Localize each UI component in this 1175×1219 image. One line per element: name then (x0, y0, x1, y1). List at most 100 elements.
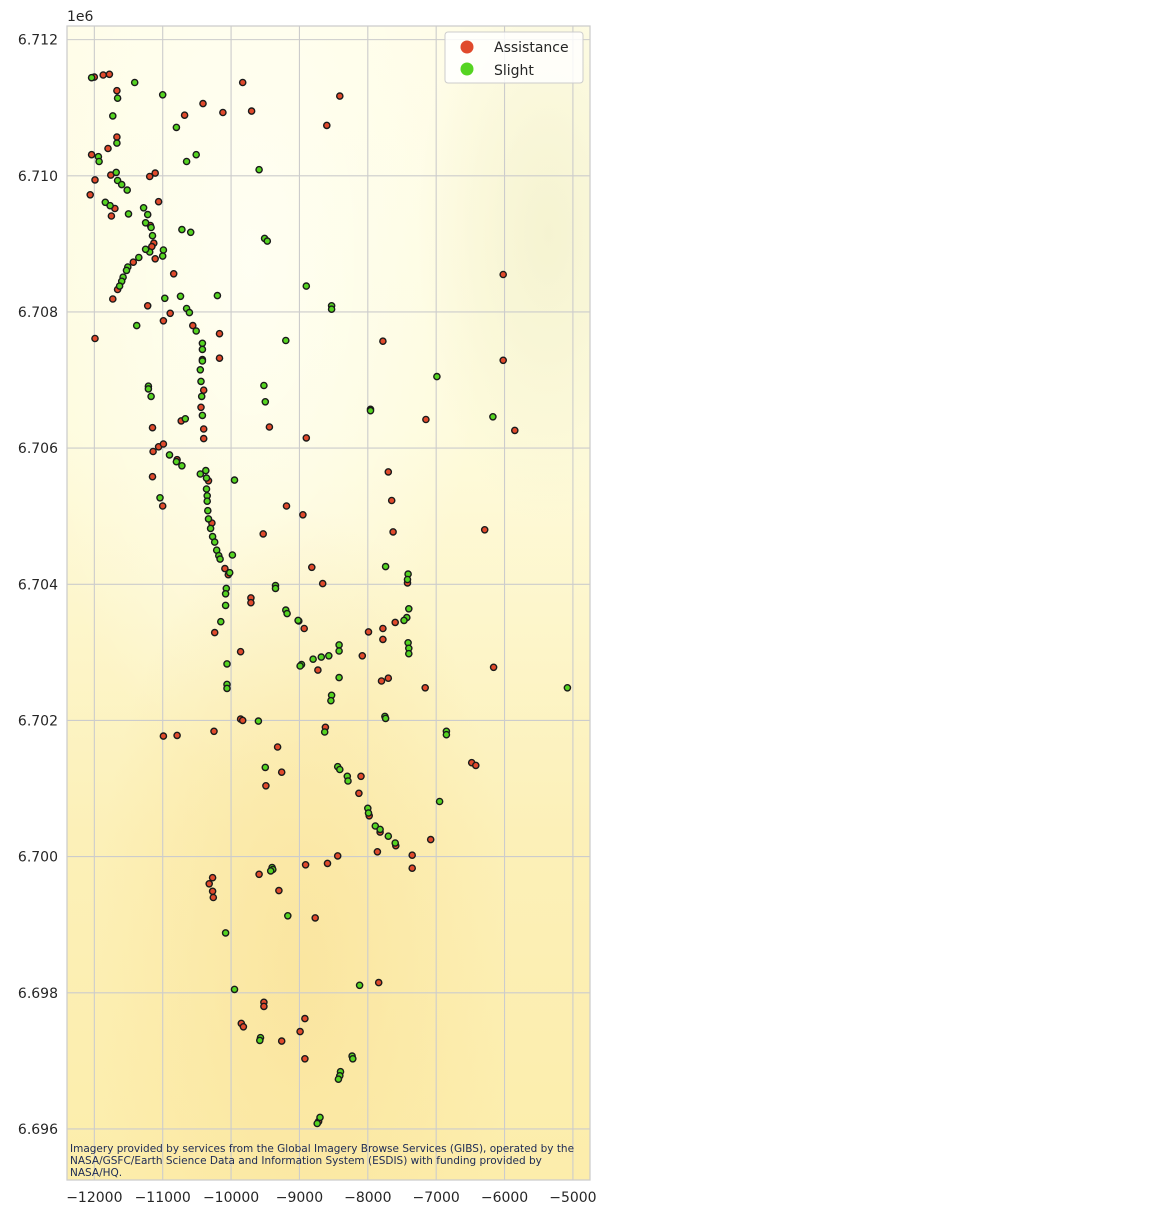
point-slight (182, 157, 191, 166)
point-slight (221, 601, 230, 610)
point-assistance (199, 386, 208, 395)
point-assistance (273, 743, 282, 751)
point-slight (213, 291, 222, 300)
point-assistance (148, 423, 157, 432)
y-tick-label: 6.696 (18, 1122, 58, 1138)
point-assistance (210, 628, 219, 637)
point-slight (335, 641, 343, 649)
point-slight (87, 73, 96, 82)
point-slight (260, 381, 268, 390)
point-assistance (282, 502, 291, 510)
point-assistance (197, 403, 205, 412)
point-slight (181, 414, 190, 423)
point-slight (230, 476, 239, 484)
point-slight (186, 228, 195, 237)
point-assistance (421, 684, 430, 692)
basemap-green-patch (67, 26, 590, 1180)
point-slight (223, 684, 231, 693)
point-assistance (105, 70, 114, 79)
point-assistance (301, 1055, 309, 1063)
point-slight (196, 365, 205, 374)
point-assistance (377, 677, 386, 685)
point-slight (176, 292, 185, 301)
point-assistance (238, 716, 247, 725)
point-assistance (109, 295, 117, 303)
basemap (67, 26, 590, 1180)
point-assistance (99, 71, 107, 79)
point-slight (134, 253, 143, 262)
point-slight (364, 809, 373, 817)
point-slight (316, 1113, 324, 1122)
point-assistance (159, 440, 168, 448)
point-slight (433, 372, 441, 381)
point-assistance (300, 624, 309, 633)
point-assistance (422, 415, 430, 424)
point-assistance (91, 334, 99, 343)
legend-marker-assistance (460, 40, 474, 54)
x-tick-label: −9000 (276, 1190, 323, 1206)
point-assistance (210, 727, 218, 736)
point-slight (324, 652, 333, 660)
point-assistance (426, 835, 435, 844)
point-slight (147, 223, 155, 232)
point-slight (309, 655, 317, 664)
point-assistance (333, 852, 342, 860)
point-assistance (355, 789, 363, 798)
point-slight (216, 555, 224, 563)
point-slight (283, 912, 292, 920)
point-slight (320, 728, 329, 736)
point-slight (141, 245, 150, 254)
point-slight (376, 825, 384, 834)
point-slight (109, 112, 117, 120)
point-assistance (239, 1023, 248, 1031)
point-assistance (379, 337, 387, 346)
point-slight (334, 1075, 343, 1083)
point-slight (122, 266, 131, 275)
point-slight (221, 929, 230, 937)
point-assistance (247, 598, 255, 607)
point-slight (204, 515, 213, 523)
point-slight (381, 714, 390, 723)
point-assistance (275, 886, 283, 895)
point-slight (143, 210, 152, 219)
point-assistance (173, 731, 181, 740)
point-slight (255, 165, 263, 174)
point-assistance (205, 880, 213, 888)
point-assistance (166, 309, 174, 318)
point-slight (266, 867, 275, 875)
point-assistance (322, 121, 331, 130)
point-slight (230, 985, 239, 994)
point-slight (404, 605, 413, 613)
point-slight (216, 617, 225, 626)
point-slight (112, 168, 120, 177)
point-slight (281, 336, 290, 345)
point-slight (202, 474, 211, 482)
point-slight (317, 653, 326, 661)
point-slight (223, 660, 231, 668)
point-assistance (159, 316, 168, 325)
y-tick-label: 6.704 (18, 577, 58, 593)
point-slight (355, 981, 364, 990)
point-assistance (374, 978, 383, 987)
point-slight (158, 252, 167, 260)
point-assistance (215, 329, 224, 338)
point-assistance (91, 176, 99, 184)
point-slight (384, 832, 393, 841)
point-slight (192, 327, 200, 335)
point-assistance (301, 861, 310, 869)
point-assistance (145, 172, 154, 181)
y-tick-label: 6.712 (18, 33, 58, 49)
point-slight (400, 616, 408, 625)
point-slight (254, 717, 263, 725)
x-axis-ticks: −12000 −11000 −10000 −9000 −8000 −7000 −6000 −5… (66, 1190, 596, 1206)
y-tick-label: 6.702 (18, 713, 58, 729)
point-assistance (299, 510, 307, 519)
plot-frame (66, 25, 591, 1181)
y-tick-label: 6.708 (18, 305, 58, 321)
point-slight (95, 157, 103, 166)
legend: Assistance Slight (444, 31, 584, 84)
point-slight (302, 282, 311, 290)
point-slight (159, 246, 168, 254)
point-slight (196, 470, 205, 478)
